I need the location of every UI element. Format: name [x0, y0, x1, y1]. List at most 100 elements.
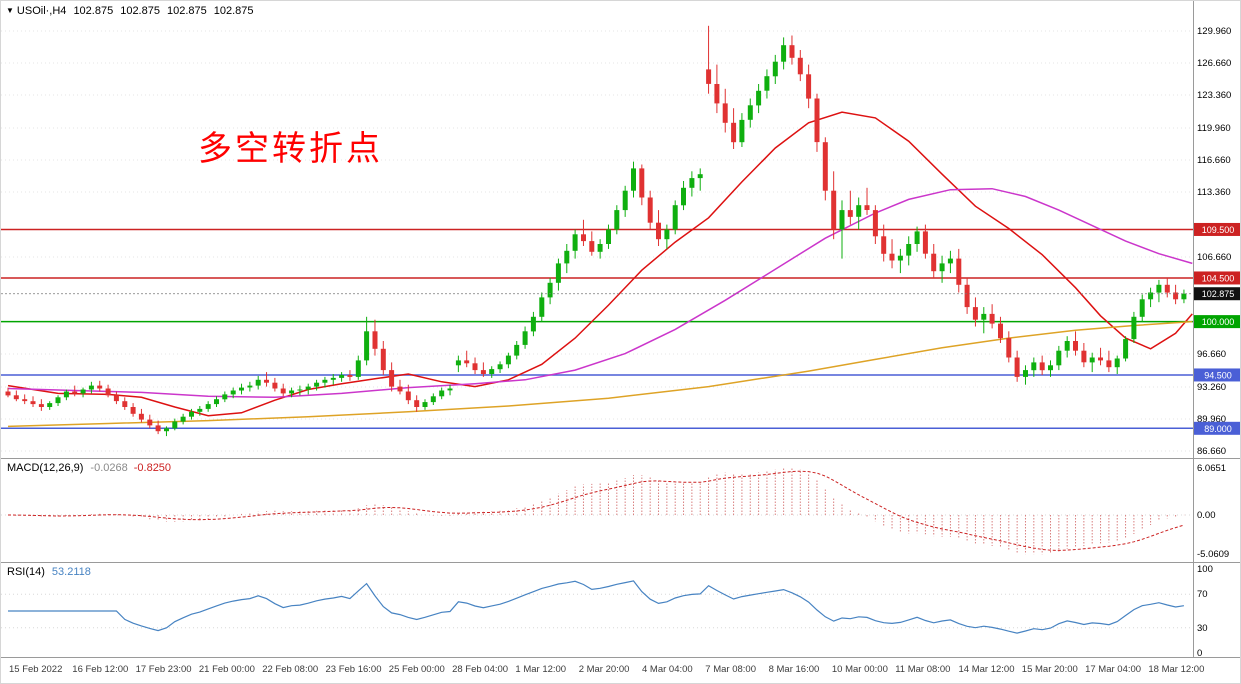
- svg-text:102.875: 102.875: [1202, 289, 1235, 299]
- ohlc-close: 102.875: [213, 5, 254, 17]
- candle: [1123, 339, 1129, 359]
- candle: [522, 331, 528, 345]
- time-axis-label: 23 Feb 16:00: [326, 664, 382, 675]
- candle: [47, 403, 53, 407]
- time-axis-label: 8 Mar 16:00: [769, 664, 820, 675]
- candle: [856, 205, 862, 217]
- candle: [589, 241, 595, 252]
- rsi-name: RSI(14): [7, 566, 45, 578]
- candle: [1073, 341, 1078, 351]
- candle: [1106, 360, 1112, 368]
- time-axis-label: 17 Mar 04:00: [1085, 664, 1141, 675]
- candle: [13, 395, 19, 400]
- time-axis-label: 22 Feb 08:00: [262, 664, 318, 675]
- candle: [339, 375, 345, 378]
- candle: [105, 388, 111, 396]
- candle: [5, 391, 11, 396]
- candle: [714, 84, 720, 104]
- svg-text:-5.0609: -5.0609: [1197, 549, 1229, 560]
- candle: [847, 210, 853, 217]
- candle: [1081, 350, 1087, 363]
- candle: [664, 229, 670, 240]
- chart-header: ▼ USOil·,H4 102.875 102.875 102.875 102.875: [6, 5, 254, 17]
- candle: [1064, 341, 1070, 351]
- candle: [155, 425, 161, 432]
- candle: [697, 174, 703, 179]
- candle: [472, 363, 478, 371]
- svg-text:93.260: 93.260: [1197, 382, 1226, 393]
- svg-text:129.960: 129.960: [1197, 26, 1231, 37]
- candle: [939, 263, 945, 272]
- candle: [781, 45, 787, 62]
- svg-text:0: 0: [1197, 648, 1202, 659]
- candle: [230, 390, 236, 395]
- candle: [747, 105, 753, 120]
- candle: [272, 382, 278, 389]
- candle: [314, 382, 320, 387]
- candle: [981, 313, 987, 320]
- candle: [572, 234, 578, 251]
- candle: [956, 258, 962, 285]
- candle: [1148, 292, 1154, 300]
- candle: [55, 397, 61, 404]
- candle: [564, 250, 570, 264]
- candle: [180, 416, 186, 422]
- candle: [222, 394, 228, 400]
- candle: [672, 205, 678, 230]
- macd-main-value: -0.0268: [90, 462, 128, 474]
- time-axis-label: 16 Feb 12:00: [72, 664, 128, 675]
- symbol-timeframe-label: USOil·,H4: [16, 5, 67, 17]
- candle: [305, 386, 311, 390]
- candle: [422, 402, 428, 407]
- candle: [539, 297, 545, 317]
- candle: [489, 369, 495, 374]
- candle: [389, 370, 395, 387]
- candle: [189, 411, 194, 417]
- candle: [547, 282, 553, 298]
- candle: [1006, 338, 1012, 358]
- time-axis-label: 4 Mar 04:00: [642, 664, 693, 675]
- candle: [72, 391, 78, 394]
- time-axis-label: 10 Mar 00:00: [832, 664, 888, 675]
- candle: [247, 385, 253, 388]
- ma-fast-red: [7, 111, 1193, 417]
- level-price-badge: [1194, 368, 1240, 382]
- chart-annotation-text[interactable]: 多空转折点: [198, 130, 383, 168]
- candle: [1181, 293, 1187, 300]
- time-axis-label: 15 Mar 20:00: [1022, 664, 1078, 675]
- candle: [722, 103, 728, 123]
- time-axis-label: 15 Feb 2022: [9, 664, 62, 675]
- rsi-panel: 100 70 30 0: [1, 564, 1213, 659]
- candle: [330, 377, 336, 380]
- candle: [22, 399, 28, 402]
- candle: [464, 360, 470, 364]
- svg-text:94.500: 94.500: [1204, 370, 1232, 380]
- candle: [914, 231, 920, 244]
- candle: [30, 401, 36, 405]
- chevron-down-icon[interactable]: ▼: [6, 6, 14, 15]
- candle: [322, 379, 328, 383]
- macd-panel: 6.0651 0.00 -5.0609: [1, 463, 1229, 560]
- candle: [447, 388, 453, 391]
- candle: [205, 404, 211, 409]
- candle: [497, 364, 503, 370]
- svg-text:113.360: 113.360: [1197, 187, 1231, 198]
- candle: [839, 210, 845, 230]
- candle: [681, 187, 686, 206]
- candle: [947, 258, 953, 264]
- level-price-badge: [1194, 271, 1240, 285]
- candle: [998, 323, 1003, 339]
- candle: [1023, 370, 1028, 377]
- candle: [80, 389, 86, 394]
- candle: [797, 57, 803, 75]
- svg-text:106.660: 106.660: [1197, 252, 1231, 263]
- candle: [380, 348, 386, 371]
- candlesticks: [5, 25, 1187, 437]
- candle: [130, 407, 136, 414]
- candle: [430, 396, 436, 403]
- candle: [455, 360, 461, 366]
- svg-text:116.660: 116.660: [1197, 155, 1231, 166]
- time-axis-label: 2 Mar 20:00: [579, 664, 630, 675]
- time-axis-label: 25 Feb 00:00: [389, 664, 445, 675]
